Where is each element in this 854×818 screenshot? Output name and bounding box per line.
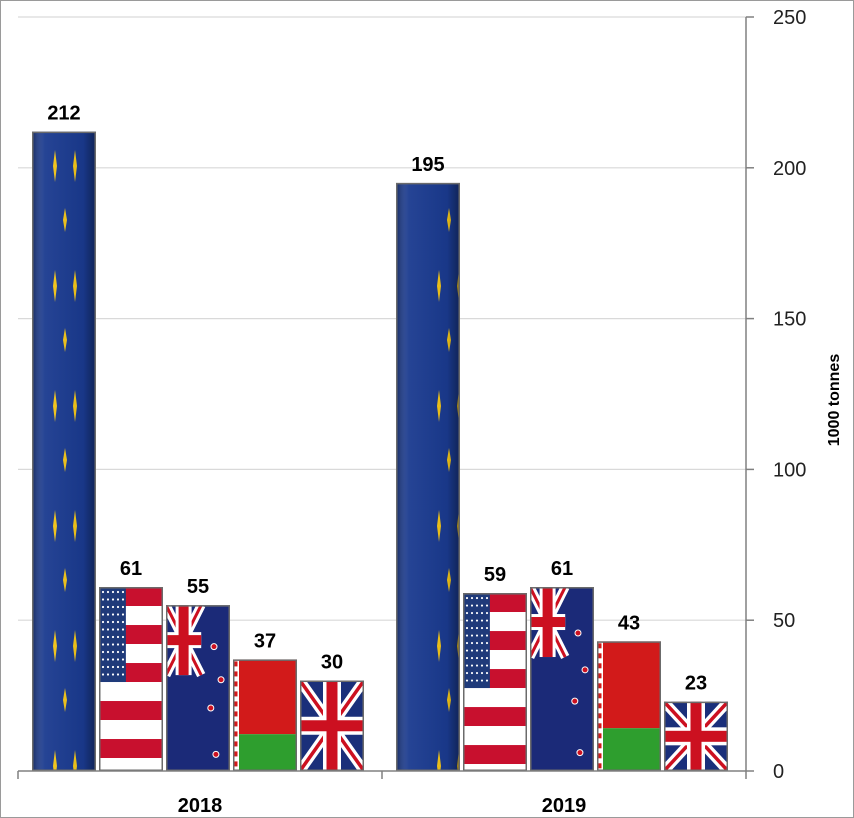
bar-us-2019 xyxy=(463,593,527,772)
bar-eu-2018 xyxy=(32,131,96,772)
y-tick-label: 200 xyxy=(773,158,806,180)
x-category-label: 2018 xyxy=(178,795,223,817)
y-axis-title: 1000 tonnes xyxy=(826,354,843,447)
bar-by-2019 xyxy=(597,641,661,772)
gridlines xyxy=(18,16,746,621)
data-label: 59 xyxy=(484,564,506,586)
data-label: 30 xyxy=(321,652,343,674)
data-label: 212 xyxy=(47,103,80,125)
data-label: 61 xyxy=(551,558,573,580)
y-tick-label: 150 xyxy=(773,309,806,331)
bar-us-2018 xyxy=(99,587,163,771)
bar-eu-2019 xyxy=(396,182,460,771)
data-label: 43 xyxy=(618,612,640,634)
bars xyxy=(32,131,728,772)
bar-uk-2018 xyxy=(300,680,364,772)
data-labels: 212 61 55 37 30 195 59 61 43 23 xyxy=(47,103,707,695)
x-category-label: 2019 xyxy=(542,795,587,817)
y-tick-label: 0 xyxy=(773,761,784,783)
bar-nz-2018 xyxy=(166,605,230,771)
y-tick-label: 250 xyxy=(773,7,806,29)
axes: 0 50 100 150 200 250 2018 2019 xyxy=(17,7,806,817)
bar-uk-2019 xyxy=(664,701,728,772)
bar-nz-2019 xyxy=(530,587,594,771)
data-label: 55 xyxy=(187,576,209,598)
y-tick-label: 100 xyxy=(773,459,806,481)
y-tick-label: 50 xyxy=(773,610,795,632)
bar-by-2018 xyxy=(233,659,297,772)
data-label: 195 xyxy=(411,154,444,176)
data-label: 61 xyxy=(120,558,142,580)
data-label: 23 xyxy=(685,673,707,695)
data-label: 37 xyxy=(254,630,276,652)
